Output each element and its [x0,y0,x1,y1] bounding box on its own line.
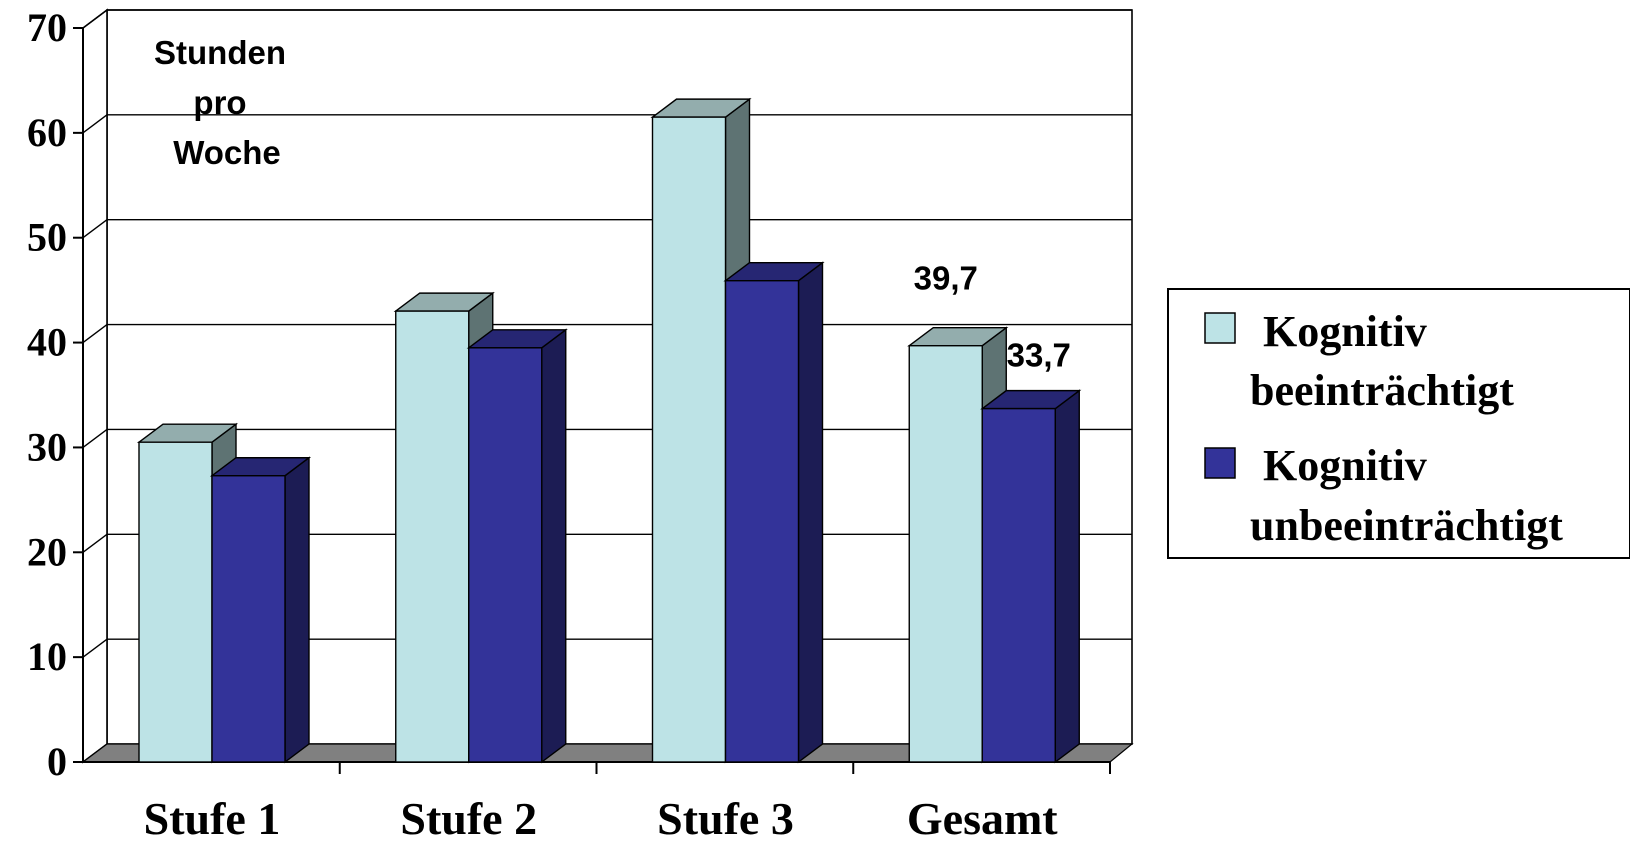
y-tick-label: 0 [47,739,67,784]
gridline-side [82,9,108,29]
y-tick-label: 30 [27,424,67,469]
bar [466,328,568,764]
legend-swatch-series-2 [1204,447,1236,479]
data-label: 33,7 [1007,337,1071,374]
data-label: 39,7 [914,260,978,297]
y-tick-label: 70 [27,5,67,50]
legend-box [1167,288,1630,559]
bar-front [651,116,727,763]
legend-label-series-1-line-2: beeinträchtigt [1250,366,1514,415]
bar [209,456,312,764]
labels: Stufe 1 Stufe 2 Stufe 3 Gesamt 39,7 33,7 [144,260,1071,842]
bar [723,261,825,764]
bar-front [724,280,800,763]
bar-side [541,328,567,764]
legend-swatch-series-1 [1204,312,1236,344]
side-wall [82,8,108,764]
x-category-label: Stufe 2 [400,793,537,842]
legend-label-series-1-line-1: Kognitiv [1263,307,1427,356]
gridline-side [82,114,108,134]
bar-front [981,407,1056,763]
legend-label-series-2-line-1: Kognitiv [1263,441,1427,490]
unit-label-line-2: pro [193,84,246,121]
legend-label-series-2-line-2: unbeeinträchtigt [1250,501,1563,550]
bars [136,97,1082,764]
y-tick-label: 60 [27,110,67,155]
unit-label: Stunden pro Woche [154,34,286,171]
gridline-side [82,533,108,553]
x-category-label: Gesamt [907,793,1058,842]
y-tick-label: 20 [27,529,67,574]
unit-label-line-1: Stunden [154,34,286,71]
x-category-label: Stufe 3 [657,793,794,842]
gridline-side [82,219,108,239]
gridline-side [82,428,108,448]
y-tick-label: 50 [27,215,67,260]
legend: Kognitiv beeinträchtigt Kognitiv unbeein… [1167,288,1630,559]
bar [980,389,1082,764]
bar-side [1054,389,1080,764]
x-category-label: Stufe 1 [144,793,281,842]
unit-label-line-3: Woche [173,134,281,171]
y-tick-label: 40 [27,320,67,365]
bar-side [797,261,824,764]
bar-front [211,475,286,763]
bar-front [395,310,470,763]
bar-front [138,441,213,763]
gridline-side [82,324,108,344]
bar-side [284,456,310,764]
gridline-side [82,638,108,658]
y-tick-label: 10 [27,634,67,679]
bar-front [908,345,983,763]
bar-front [468,347,543,763]
